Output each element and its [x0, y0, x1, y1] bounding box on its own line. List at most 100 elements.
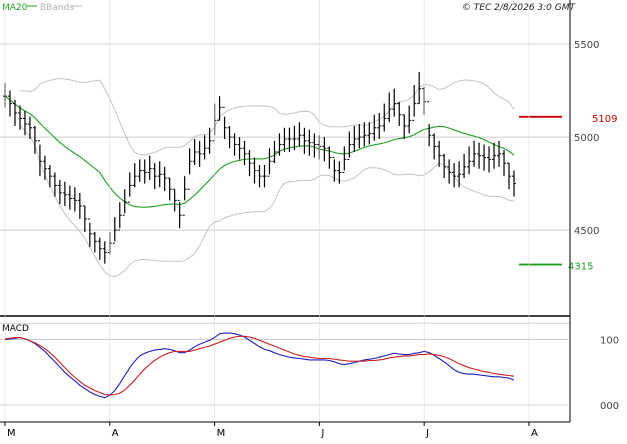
x-tick-label: M [217, 428, 226, 439]
ohlc-bar [82, 205, 87, 232]
ma20-path [4, 95, 515, 208]
ohlc-bar [277, 133, 282, 156]
ohlc-bar [67, 185, 72, 210]
ohlc-bar [142, 159, 147, 184]
macd-gridlines [0, 0, 570, 422]
ohlc-bar [397, 101, 402, 126]
ohlc-bar [92, 231, 97, 253]
ohlc-bar [37, 140, 42, 177]
ohlc-bar [32, 125, 37, 154]
macd-lines [4, 332, 515, 399]
ohlc-bar [237, 137, 242, 160]
bband-lower-line [19, 124, 515, 278]
ohlc-bar [42, 155, 47, 180]
ohlc-bar [472, 140, 477, 167]
ohlc-bar [337, 161, 342, 184]
ohlc-bar [322, 137, 327, 162]
ohlc-bar [442, 153, 447, 179]
macd-panel: MACD 100 000 [0, 0, 619, 422]
ohlc-bar [77, 192, 82, 219]
ohlc-bar [252, 157, 257, 184]
ohlc-bar [247, 150, 252, 177]
x-tick-label: M [7, 428, 16, 439]
ohlc-bar [327, 146, 332, 169]
bbands-legend-label: BBands [40, 3, 74, 13]
ohlc-bar [332, 157, 337, 182]
ohlc-bar [157, 161, 162, 188]
ohlc-bar [367, 122, 372, 145]
ohlc-bar [7, 90, 12, 117]
support-label: 4315 [568, 262, 593, 273]
macd-y-tick-label: 000 [600, 401, 619, 412]
ohlc-bar [217, 96, 222, 121]
ohlc-bar [197, 140, 202, 167]
ohlc-bar [302, 127, 307, 154]
ohlc-bar [312, 133, 317, 158]
ohlc-bar [482, 144, 487, 171]
ohlc-bar [507, 162, 512, 190]
ohlc-bar [12, 99, 17, 126]
ohlc-bar [342, 146, 347, 173]
ohlc-bar [462, 153, 467, 179]
price-y-tick-label: 4500 [574, 226, 599, 237]
ohlc-bar [372, 114, 377, 141]
ohlc-bar [147, 155, 152, 180]
x-tick-label: A [112, 428, 119, 439]
ohlc-bar [257, 165, 262, 188]
ohlc-bar [382, 103, 387, 132]
ohlc-bar [287, 127, 292, 152]
macd-line [4, 332, 515, 399]
ohlc-bar [137, 159, 142, 182]
ohlc-bar [447, 159, 452, 184]
ohlc-bar [437, 140, 442, 167]
ohlc-bar [387, 92, 392, 123]
ohlc-bar [72, 187, 77, 212]
ohlc-bar [177, 199, 182, 229]
price-panel: 5109 4315 5500 5000 4500 [0, 40, 617, 324]
ohlc-bar [117, 202, 122, 231]
ohlc-bars [3, 71, 516, 264]
ohlc-bar [502, 150, 507, 177]
ohlc-bar [282, 127, 287, 152]
ohlc-bar [272, 140, 277, 164]
ohlc-bar [27, 116, 32, 139]
bband-upper-line [19, 77, 515, 156]
ohlc-bar [17, 105, 22, 130]
ohlc-bar [52, 172, 57, 197]
ohlc-bar [187, 148, 192, 190]
ohlc-bar [512, 170, 516, 197]
ohlc-bar [497, 140, 502, 167]
price-y-axis-labels: 5500 5000 4500 [574, 40, 599, 237]
ohlc-bar [307, 129, 312, 156]
ohlc-bar [122, 189, 127, 216]
ohlc-bar [232, 133, 237, 156]
ohlc-bar [97, 237, 102, 260]
ma20-legend-label: MA20 [2, 3, 28, 13]
ohlc-bar [457, 161, 462, 188]
ohlc-bar [202, 135, 207, 160]
x-tick-label: A [531, 428, 538, 439]
ohlc-bar [412, 84, 417, 121]
ohlc-bar [127, 172, 132, 203]
ohlc-bar [207, 127, 212, 154]
ohlc-bar [487, 146, 492, 173]
price-y-tick-label: 5500 [574, 40, 599, 51]
macd-signal-line [4, 335, 515, 396]
ohlc-bar [242, 140, 247, 165]
ohlc-bar [352, 125, 357, 152]
ohlc-bar [22, 111, 27, 136]
ohlc-bar [57, 179, 62, 205]
ohlc-bar [392, 88, 397, 117]
macd-y-axis-labels: 100 000 [600, 336, 619, 412]
ohlc-bar [182, 176, 187, 216]
ohlc-bar [452, 163, 457, 188]
macd-title: MACD [2, 324, 29, 334]
ohlc-bar [477, 142, 482, 169]
x-tick-label: J [425, 428, 429, 439]
ohlc-bar [267, 148, 272, 177]
price-y-tick-label: 5000 [574, 133, 599, 144]
ohlc-bar [227, 125, 232, 149]
